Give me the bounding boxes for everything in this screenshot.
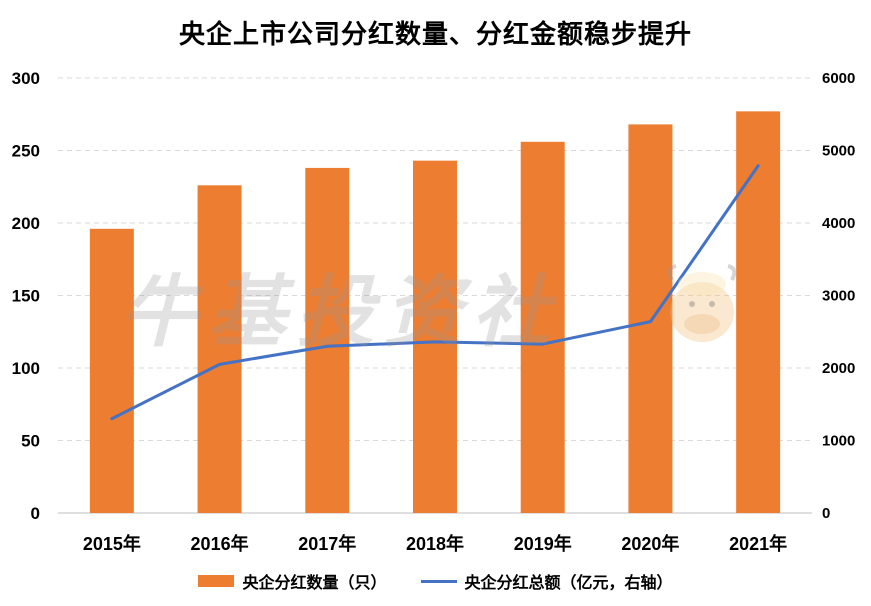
x-tick-label: 2021年 xyxy=(729,533,787,554)
line-point xyxy=(218,362,222,366)
y-right-tick-label: 0 xyxy=(822,505,830,522)
chart-title: 央企上市公司分红数量、分红金额稳步提升 xyxy=(178,20,692,50)
tick-labels: 0501001502002503000100020003000400050006… xyxy=(12,69,856,554)
y-left-tick-label: 100 xyxy=(12,359,40,378)
chart-legend: 央企分红数量（只） 央企分红总额（亿元，右轴） xyxy=(0,568,871,594)
y-left-tick-label: 200 xyxy=(12,214,40,233)
x-tick-label: 2018年 xyxy=(406,533,464,554)
x-tick-label: 2017年 xyxy=(298,533,356,554)
y-left-tick-label: 300 xyxy=(12,69,40,88)
legend-label-bars: 央企分红数量（只） xyxy=(242,573,387,592)
x-tick-label: 2016年 xyxy=(191,533,249,554)
line-point xyxy=(433,340,437,344)
y-left-tick-label: 250 xyxy=(12,142,40,161)
y-right-tick-label: 4000 xyxy=(822,215,855,232)
bar xyxy=(413,160,457,513)
bar xyxy=(197,185,242,514)
x-tick-label: 2019年 xyxy=(514,533,572,554)
line-point xyxy=(648,320,652,324)
y-right-tick-label: 3000 xyxy=(822,288,855,305)
legend-bar-swatch xyxy=(198,575,235,587)
x-tick-label: 2015年 xyxy=(83,533,141,554)
line-point xyxy=(325,344,329,348)
y-left-tick-label: 50 xyxy=(21,432,40,451)
x-tick-label: 2020年 xyxy=(621,533,679,554)
legend-item-bars: 央企分红数量（只） xyxy=(198,569,387,593)
legend-line-swatch xyxy=(420,579,457,583)
y-left-tick-label: 150 xyxy=(12,287,40,306)
line-series xyxy=(110,164,760,421)
y-right-tick-label: 1000 xyxy=(822,433,855,450)
bar xyxy=(736,111,781,513)
line-point xyxy=(756,164,760,168)
y-right-tick-label: 6000 xyxy=(822,70,855,87)
legend-item-line: 央企分红总额（亿元，右轴） xyxy=(420,569,673,593)
y-right-tick-label: 5000 xyxy=(822,143,855,160)
line-point xyxy=(541,342,545,346)
bar xyxy=(628,124,673,514)
bar xyxy=(89,228,134,514)
bar xyxy=(520,141,565,514)
line-point xyxy=(110,417,114,421)
bars xyxy=(89,111,781,514)
legend-label-line: 央企分红总额（亿元，右轴） xyxy=(464,573,673,592)
y-left-tick-label: 0 xyxy=(31,504,40,523)
bar xyxy=(305,167,350,513)
y-right-tick-label: 2000 xyxy=(822,360,855,377)
